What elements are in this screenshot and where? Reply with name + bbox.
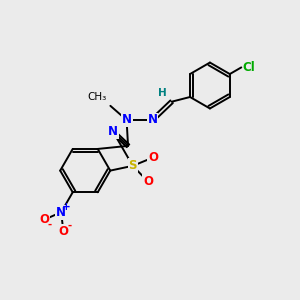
Text: -: - — [67, 221, 71, 231]
Text: S: S — [128, 159, 137, 172]
Text: N: N — [148, 113, 158, 127]
Text: O: O — [39, 213, 49, 226]
Text: H: H — [158, 88, 167, 98]
Text: -: - — [48, 220, 52, 230]
Text: N: N — [56, 206, 66, 219]
Text: CH₃: CH₃ — [88, 92, 107, 102]
Text: N: N — [122, 113, 132, 127]
Text: O: O — [148, 151, 158, 164]
Text: Cl: Cl — [243, 61, 256, 74]
Text: O: O — [58, 224, 68, 238]
Text: +: + — [62, 202, 71, 212]
Text: O: O — [143, 175, 153, 188]
Text: N: N — [108, 125, 118, 138]
